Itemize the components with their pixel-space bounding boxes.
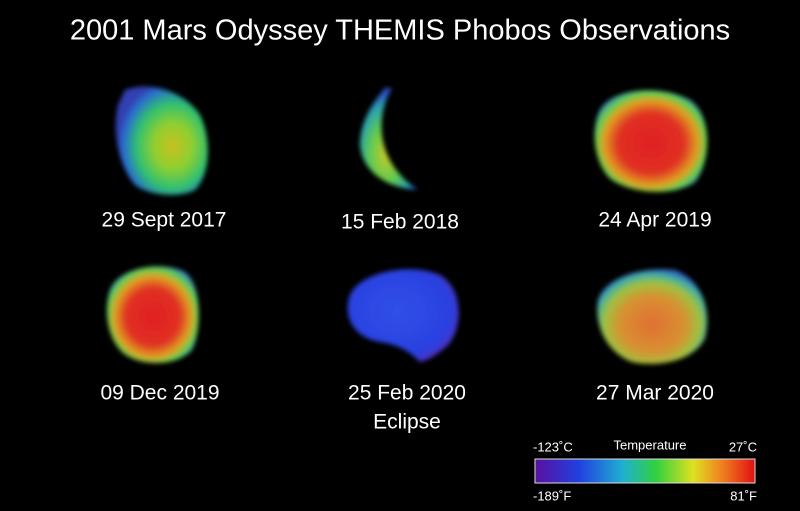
colorbar-max-fahrenheit: 81˚F xyxy=(730,488,757,503)
colorbar-legend: -123˚C Temperature 27˚C -189˚F 81˚F xyxy=(533,437,757,503)
date-label: 25 Feb 2020 xyxy=(348,382,466,405)
date-note: Eclipse xyxy=(373,411,441,434)
date-label: 15 Feb 2018 xyxy=(341,211,459,234)
title: 2001 Mars Odyssey THEMIS Phobos Observat… xyxy=(70,15,730,47)
phobos-image xyxy=(594,90,708,192)
date-label: 29 Sept 2017 xyxy=(102,209,227,232)
date-label: 27 Mar 2020 xyxy=(596,382,714,405)
phobos-image xyxy=(360,88,418,190)
phobos-image xyxy=(106,266,199,364)
colorbar-label: Temperature xyxy=(614,437,687,452)
colorbar-min-fahrenheit: -189˚F xyxy=(533,488,571,503)
colorbar-max-celsius: 27˚C xyxy=(729,439,757,454)
phobos-image xyxy=(115,86,208,195)
colorbar xyxy=(534,458,756,484)
phobos-image xyxy=(597,269,708,364)
phobos-image xyxy=(347,269,459,362)
colorbar-min-celsius: -123˚C xyxy=(533,439,573,454)
date-label: 09 Dec 2019 xyxy=(100,382,219,405)
phobos-images xyxy=(106,86,708,364)
date-label: 24 Apr 2019 xyxy=(598,209,711,232)
